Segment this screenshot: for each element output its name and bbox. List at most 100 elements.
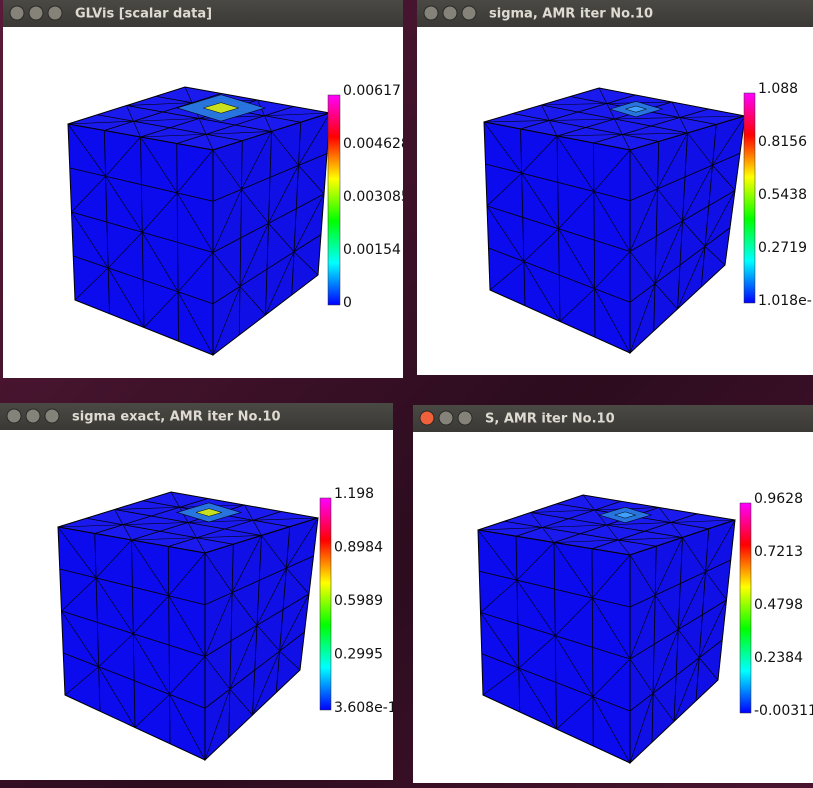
colorbar <box>319 497 332 711</box>
mesh-edge <box>291 122 302 296</box>
mesh-edge <box>554 635 594 697</box>
mesh-edge <box>594 251 631 289</box>
maximize-button[interactable] <box>461 5 477 21</box>
mesh-edge <box>592 696 631 764</box>
mesh-edge <box>122 522 189 526</box>
window: sigma, AMR iter No.10 1.088 0.8156 0.5438 0.… <box>417 0 813 375</box>
mesh-edge <box>489 261 525 291</box>
mesh-edge <box>592 658 631 697</box>
mesh-edge <box>241 131 272 190</box>
mesh-edge <box>95 539 132 579</box>
minimize-button[interactable] <box>25 408 41 424</box>
mesh-edge <box>170 491 180 508</box>
mesh-edge <box>553 542 593 599</box>
mesh-edge <box>593 108 709 144</box>
mesh-edge <box>670 522 683 538</box>
minimize-button[interactable] <box>438 410 454 426</box>
mesh-edge <box>671 101 681 118</box>
mesh-edge <box>654 537 683 596</box>
mesh-edge <box>229 688 253 716</box>
mesh-edge <box>629 554 656 596</box>
mesh-edge <box>598 87 608 104</box>
mesh-edge <box>298 165 325 195</box>
mesh-edge <box>654 220 683 284</box>
mesh-edge <box>712 115 746 166</box>
mesh-edge <box>261 535 287 569</box>
mesh-edge <box>114 509 124 525</box>
window-title: S, AMR iter No.10 <box>485 412 615 427</box>
mesh-edge <box>212 252 241 287</box>
mesh-edge <box>64 666 99 696</box>
maximize-button[interactable] <box>47 5 63 21</box>
colorbar-label: 0.00617 <box>343 83 401 99</box>
mesh-edge <box>618 539 631 556</box>
mesh-edge <box>167 546 171 744</box>
mesh-edge <box>71 211 109 269</box>
mesh-edge <box>212 286 241 356</box>
mesh-edge <box>132 633 170 695</box>
mesh-edge <box>704 190 736 247</box>
colorbar-label: 0.4798 <box>754 597 803 613</box>
mesh-edge <box>594 509 607 526</box>
mesh-edge <box>256 568 287 626</box>
mesh-edge <box>133 121 141 138</box>
mesh-edge <box>73 255 214 305</box>
colorbar-label: 1.198 <box>334 486 374 502</box>
colorbar-label: 0.8984 <box>334 540 383 556</box>
mesh-edge <box>614 118 623 135</box>
mesh-edge <box>86 517 234 545</box>
mesh-edge <box>652 629 679 694</box>
maximize-button[interactable] <box>457 410 473 426</box>
mesh-edge <box>98 633 134 668</box>
mesh-edge <box>548 120 558 137</box>
mesh-edge <box>256 625 280 652</box>
mesh-edge <box>682 220 706 247</box>
colorbar-label: 0 <box>343 295 352 311</box>
close-button[interactable] <box>419 410 435 426</box>
title-bar <box>417 0 813 27</box>
mesh-edge <box>142 192 178 233</box>
colorbar-label: 0.2995 <box>334 647 383 663</box>
mesh-edge <box>275 526 291 693</box>
mesh-edge <box>483 120 550 123</box>
hot-spot <box>613 511 637 519</box>
mesh-edge <box>231 535 262 593</box>
mesh-edge <box>682 164 713 222</box>
colorbar-label: -0.00311 <box>754 703 813 719</box>
mesh-edge <box>593 149 631 192</box>
close-button[interactable] <box>6 408 22 424</box>
mesh-edge <box>518 667 557 730</box>
mesh-edge <box>477 529 518 581</box>
mesh-edge <box>670 519 736 523</box>
colorbar-label: 0.003085 <box>343 189 410 205</box>
mesh-edge <box>252 650 280 716</box>
mesh-edge <box>204 631 305 709</box>
colorbar-label: 0.004628 <box>343 136 410 152</box>
colorbar-label: 3.608e-1 <box>334 700 397 716</box>
mesh-edge <box>140 136 178 194</box>
minimize-button[interactable] <box>28 5 44 21</box>
close-button[interactable] <box>9 5 25 21</box>
mesh-edge <box>521 135 558 174</box>
maximize-button[interactable] <box>44 408 60 424</box>
title-bar <box>3 0 403 27</box>
mesh-edge <box>133 118 200 122</box>
mesh-edge <box>657 132 688 190</box>
colorbar-label: 0.2384 <box>754 650 803 666</box>
close-button[interactable] <box>423 5 439 21</box>
mesh-edge <box>673 657 700 722</box>
mesh-edge <box>658 507 671 523</box>
mesh-edge <box>504 520 657 547</box>
mesh-edge <box>652 693 675 722</box>
mesh-edge <box>700 124 717 288</box>
mesh-edge <box>107 267 145 328</box>
mesh-edge <box>622 132 688 135</box>
mesh-edge <box>131 539 169 596</box>
mesh-edge <box>61 610 99 667</box>
minimize-button[interactable] <box>442 5 458 21</box>
mesh-edge <box>268 223 295 253</box>
mesh-edge <box>541 104 550 121</box>
mesh-edge <box>205 134 214 151</box>
mesh-edge <box>629 149 658 190</box>
